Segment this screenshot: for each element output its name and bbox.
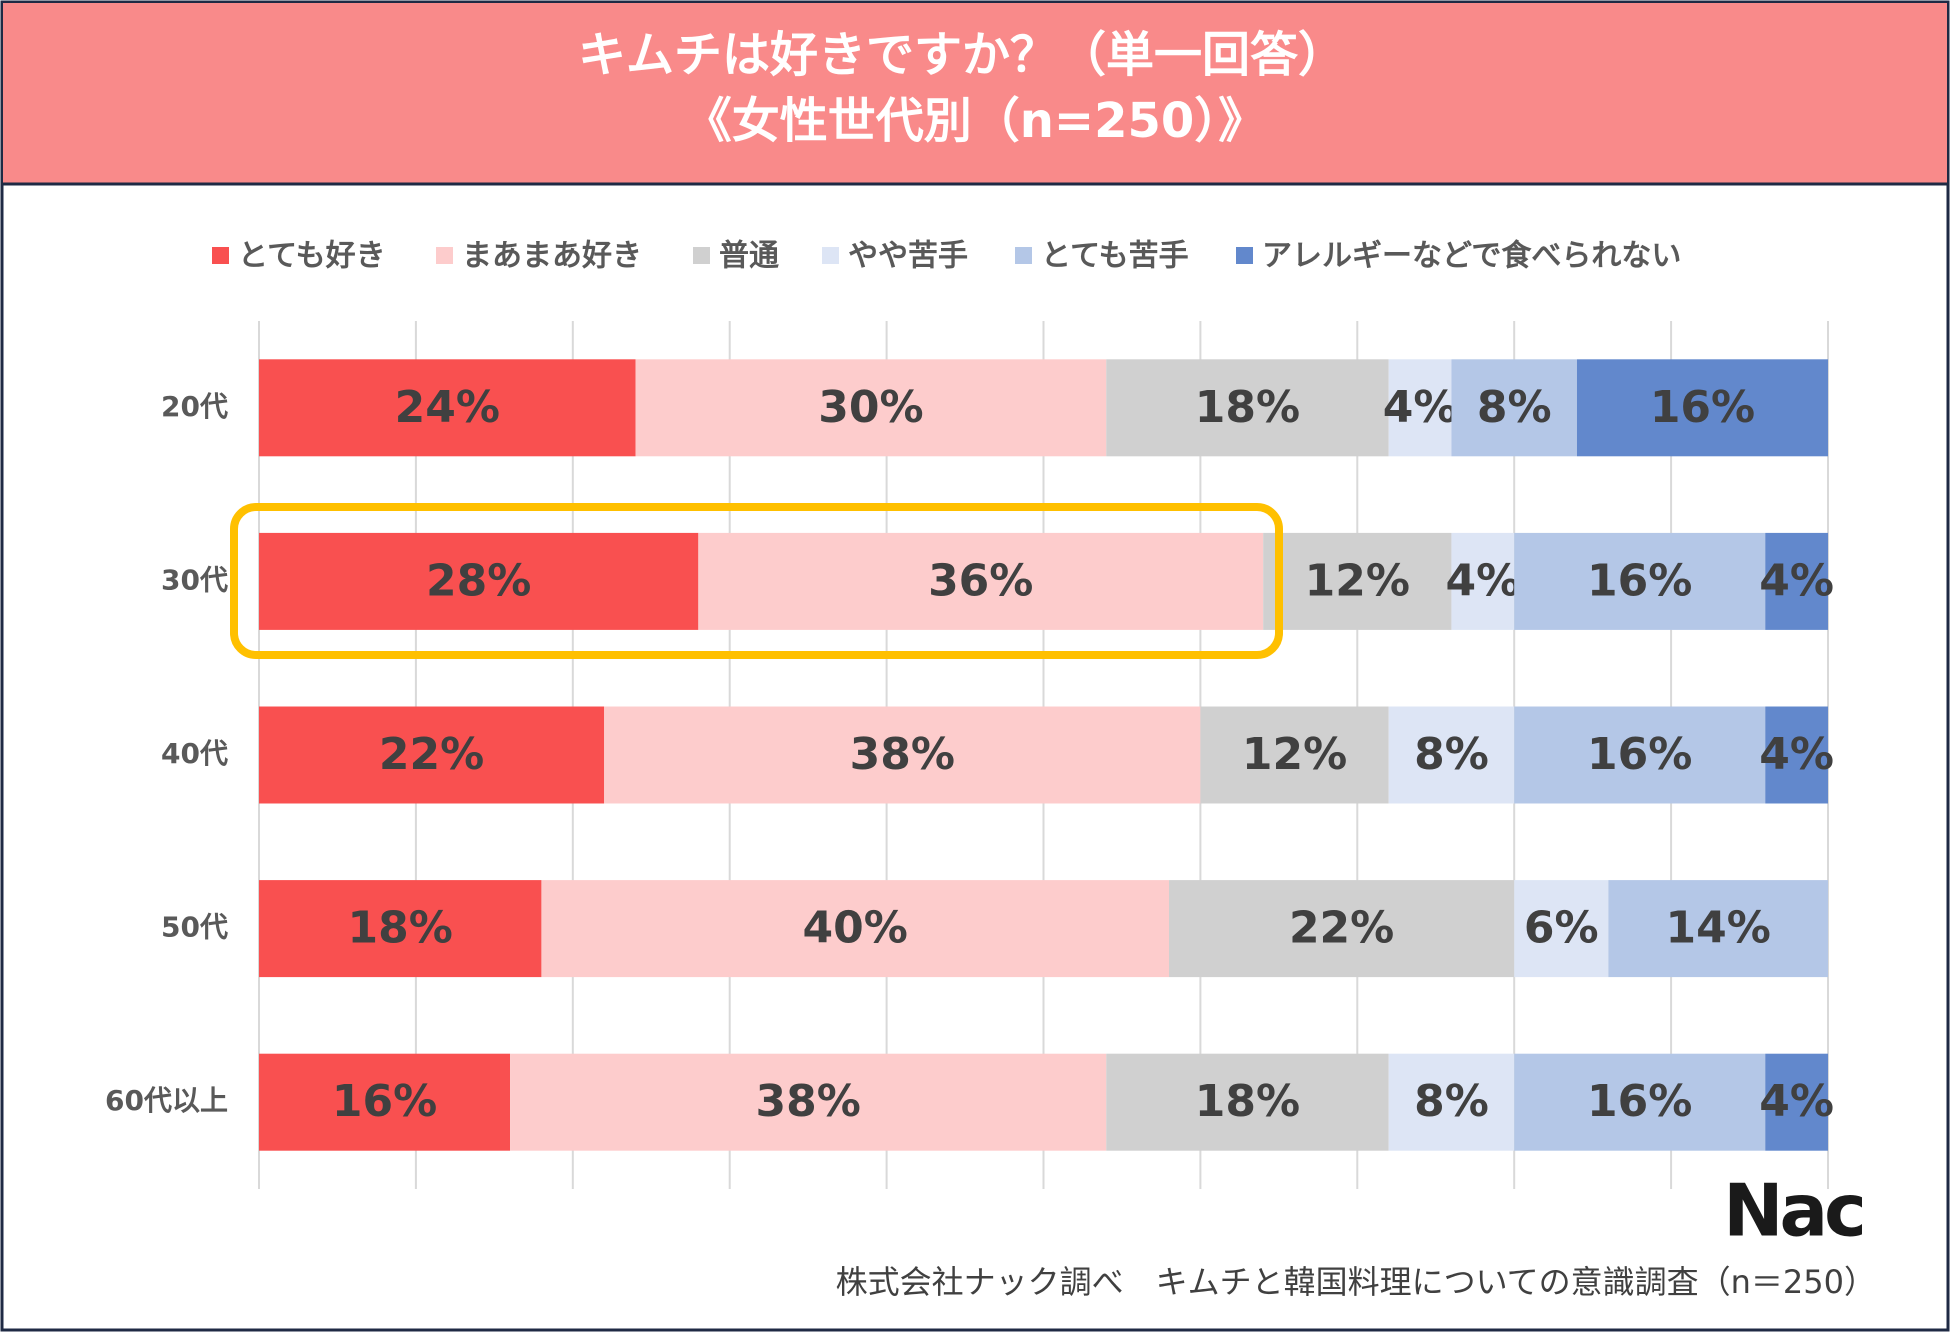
bar-segment — [604, 706, 1201, 804]
data-label: 14% — [1666, 903, 1771, 954]
bar-segment — [1263, 532, 1452, 630]
data-label: 4% — [1759, 729, 1834, 780]
legend: とても好き まあまあ好き 普通 やや苦手 とても苦手 アレルギーなどで食べられない — [212, 239, 1681, 274]
header — [3, 3, 1947, 184]
legend-swatch — [436, 247, 453, 264]
data-label: 18% — [1195, 382, 1300, 433]
data-label: 22% — [379, 729, 484, 780]
data-label: 12% — [1305, 555, 1410, 606]
bar-segment — [259, 359, 636, 457]
legend-swatch — [822, 247, 839, 264]
data-label: 16% — [1587, 1076, 1692, 1127]
bar-segment — [1514, 1053, 1766, 1151]
data-label: 8% — [1414, 729, 1489, 780]
data-label: 16% — [1587, 729, 1692, 780]
logo: Nac — [1723, 1169, 1863, 1253]
legend-label: やや苦手 — [848, 239, 968, 274]
data-label: 12% — [1242, 729, 1347, 780]
data-label: 6% — [1524, 903, 1599, 954]
source-note: 株式会社ナック調べ キムチと韓国料理についての意識調査（n＝250） — [836, 1263, 1876, 1301]
bar-segment — [1388, 1053, 1515, 1151]
bar-segment — [1200, 706, 1389, 804]
data-label: 8% — [1414, 1076, 1489, 1127]
legend-label: 普通 — [719, 239, 779, 274]
bar-segment — [1576, 359, 1828, 457]
legend-swatch — [1236, 247, 1253, 264]
bar-segment — [1388, 359, 1452, 457]
bar-segment — [259, 1053, 511, 1151]
bar-segment — [1765, 706, 1828, 804]
bar-segment — [1514, 880, 1609, 978]
legend-label: とても好き — [238, 239, 386, 274]
y-tick-label: 40代 — [161, 737, 228, 770]
data-label: 16% — [1650, 382, 1755, 433]
data-label: 4% — [1383, 382, 1458, 433]
data-label: 36% — [928, 555, 1033, 606]
legend-label: アレルギーなどで食べられない — [1262, 239, 1681, 274]
data-label: 40% — [803, 903, 908, 954]
bar-segment — [1388, 706, 1515, 804]
bar-segment — [698, 532, 1264, 630]
bar-segment — [1106, 1053, 1389, 1151]
data-label: 16% — [1587, 555, 1692, 606]
legend-label: とても苦手 — [1041, 239, 1189, 274]
bar-segment — [1169, 880, 1515, 978]
data-label: 38% — [755, 1076, 860, 1127]
y-tick-label: 50代 — [161, 911, 228, 944]
data-label: 24% — [395, 382, 500, 433]
data-label: 28% — [426, 555, 531, 606]
data-label: 18% — [348, 903, 453, 954]
legend-swatch — [1015, 247, 1032, 264]
data-label: 16% — [332, 1076, 437, 1127]
bar-segment — [1514, 532, 1766, 630]
y-tick-label: 30代 — [161, 563, 228, 596]
y-tick-label: 60代以上 — [105, 1084, 228, 1117]
bar-segment — [1608, 880, 1828, 978]
data-label: 4% — [1759, 555, 1834, 606]
bar-segment — [541, 880, 1170, 978]
bar-segment — [1765, 532, 1828, 630]
bar-segment — [1451, 532, 1515, 630]
bar-segment — [1514, 706, 1766, 804]
bars: 20代 24% 30% 18% 4% 8% 16% 30代 28% 36% 12% 4% 16% 4% 40… — [105, 359, 1834, 1151]
bar-segment — [259, 880, 542, 978]
legend-swatch — [693, 247, 710, 264]
bar-segment — [510, 1053, 1107, 1151]
bar-segment — [1765, 1053, 1828, 1151]
legend-label: まあまあ好き — [462, 239, 642, 274]
data-label: 38% — [850, 729, 955, 780]
highlight-box — [230, 503, 1283, 659]
bar-segment — [1106, 359, 1389, 457]
data-label: 22% — [1289, 903, 1394, 954]
data-label: 4% — [1759, 1076, 1834, 1127]
chart-subtitle: 《女性世代別（n=250）》 — [684, 93, 1267, 149]
bar-segment — [1451, 359, 1577, 457]
data-label: 4% — [1445, 555, 1520, 606]
bar-segment — [259, 532, 699, 630]
data-label: 8% — [1477, 382, 1552, 433]
bar-segment — [259, 706, 605, 804]
legend-swatch — [212, 247, 229, 264]
data-label: 30% — [818, 382, 923, 433]
bar-segment — [635, 359, 1107, 457]
data-label: 18% — [1195, 1076, 1300, 1127]
y-tick-label: 20代 — [161, 390, 228, 423]
chart-title: キムチは好きですか？（単一回答） — [578, 27, 1346, 83]
